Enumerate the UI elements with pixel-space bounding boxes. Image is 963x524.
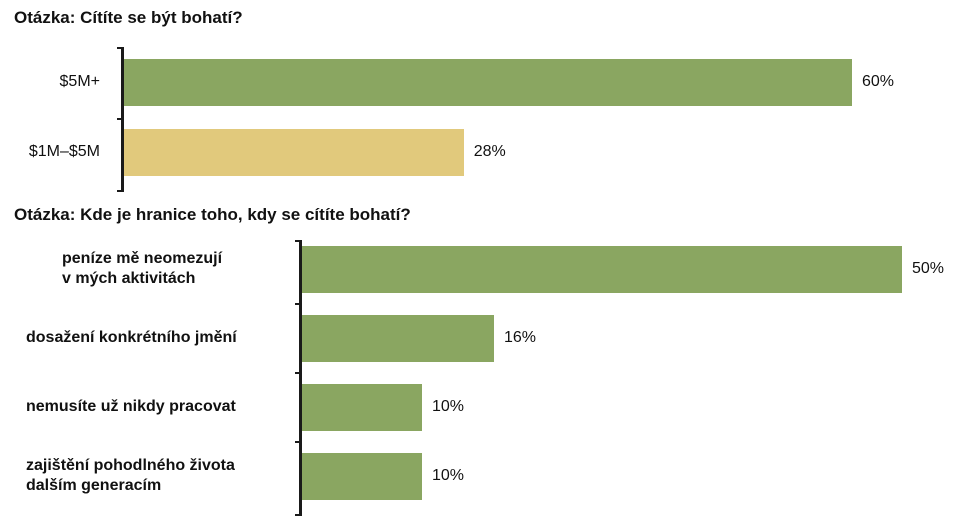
chart-2-tick-3 (295, 372, 301, 374)
chart-2-axis (299, 240, 302, 516)
category-label-line: peníze mě neomezují (62, 249, 223, 267)
category-label-line: nemusíte už nikdy pracovat (26, 397, 236, 415)
chart-2-value-label-1: 50% (912, 259, 945, 277)
chart-2-value-label-2: 16% (504, 328, 537, 346)
chart-1-value-label-2: 28% (473, 142, 506, 160)
chart-1-bar-1 (124, 59, 852, 106)
chart-2-value-label-4: 10% (432, 466, 465, 484)
chart-2-bar-4 (302, 453, 422, 500)
chart-2-category-label-4: zajištění pohodlného života dalším genera… (26, 456, 235, 496)
chart-1-bar-2 (124, 129, 464, 176)
chart-2-tick-1 (295, 240, 301, 242)
chart-2-category-label-2: dosažení konkrétního jmění (26, 328, 237, 348)
chart-2-category-label-3: nemusíte už nikdy pracovat (26, 397, 236, 417)
chart-2-value-label-3: 10% (432, 397, 465, 415)
chart-1-tick-bottom (117, 190, 123, 192)
chart-1-category-label-2: $1M–$5M (0, 142, 100, 162)
chart-2-bar-3 (302, 384, 422, 431)
category-label-line: dalším generacím (26, 476, 162, 494)
chart-2-category-label-1: peníze mě neomezují v mých aktivitách (62, 249, 222, 289)
chart-1-tick-mid (117, 118, 123, 120)
chart-2-bar-2 (302, 315, 494, 362)
category-label-line: zajištění pohodlného života (26, 456, 235, 474)
category-label-line: $1M–$5M (28, 142, 100, 160)
category-label-line: v mých aktivitách (62, 269, 196, 287)
chart-2-bar-1 (302, 246, 902, 293)
chart-1-title: Otázka: Cítíte se být bohatí? (14, 8, 243, 27)
category-label-line: $5M+ (59, 72, 100, 90)
chart-1-value-label-1: 60% (862, 72, 895, 90)
chart-2-tick-4 (295, 441, 301, 443)
chart-1-category-label-1: $5M+ (0, 72, 100, 92)
chart-2-title: Otázka: Kde je hranice toho, kdy se cítí… (14, 205, 411, 224)
category-label-line: dosažení konkrétního jmění (26, 328, 237, 346)
chart-2-tick-5 (295, 514, 301, 516)
chart-2-tick-2 (295, 303, 301, 305)
chart-1-tick-top (117, 47, 123, 49)
